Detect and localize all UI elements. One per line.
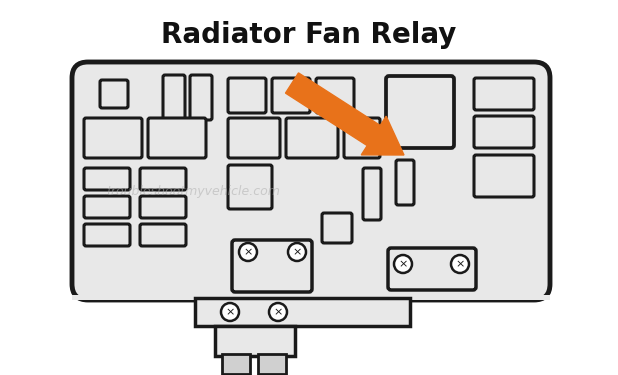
FancyBboxPatch shape (84, 168, 130, 190)
FancyBboxPatch shape (386, 76, 454, 148)
FancyBboxPatch shape (363, 168, 381, 220)
FancyBboxPatch shape (163, 75, 185, 120)
FancyBboxPatch shape (272, 78, 310, 113)
FancyBboxPatch shape (232, 240, 312, 292)
FancyBboxPatch shape (388, 248, 476, 290)
Circle shape (239, 243, 257, 261)
Text: ×: × (226, 307, 235, 317)
Circle shape (288, 243, 306, 261)
FancyBboxPatch shape (140, 168, 186, 190)
Text: ×: × (273, 307, 282, 317)
FancyBboxPatch shape (84, 118, 142, 158)
Bar (215, 326, 295, 356)
FancyBboxPatch shape (286, 118, 338, 158)
Text: troubleshootmyvehicle.com: troubleshootmyvehicle.com (106, 186, 280, 198)
FancyArrow shape (286, 73, 404, 155)
Circle shape (269, 303, 287, 321)
FancyBboxPatch shape (84, 224, 130, 246)
Text: ×: × (243, 247, 253, 257)
FancyBboxPatch shape (474, 116, 534, 148)
Bar (195, 298, 410, 326)
FancyBboxPatch shape (396, 160, 414, 205)
FancyBboxPatch shape (228, 165, 272, 209)
FancyBboxPatch shape (316, 78, 354, 113)
Bar (222, 354, 250, 374)
Text: ×: × (399, 259, 408, 269)
Bar (72, 295, 550, 300)
FancyBboxPatch shape (344, 118, 380, 158)
FancyBboxPatch shape (474, 155, 534, 197)
FancyBboxPatch shape (140, 224, 186, 246)
FancyBboxPatch shape (72, 62, 550, 300)
FancyBboxPatch shape (140, 196, 186, 218)
Circle shape (451, 255, 469, 273)
FancyBboxPatch shape (474, 78, 534, 110)
Circle shape (221, 303, 239, 321)
FancyBboxPatch shape (190, 75, 212, 120)
FancyBboxPatch shape (100, 80, 128, 108)
FancyBboxPatch shape (228, 118, 280, 158)
Text: Radiator Fan Relay: Radiator Fan Relay (161, 21, 457, 49)
Bar (258, 354, 286, 374)
FancyBboxPatch shape (322, 213, 352, 243)
FancyBboxPatch shape (84, 196, 130, 218)
Text: ×: × (292, 247, 302, 257)
FancyBboxPatch shape (148, 118, 206, 158)
Circle shape (394, 255, 412, 273)
Text: ×: × (455, 259, 465, 269)
FancyBboxPatch shape (228, 78, 266, 113)
